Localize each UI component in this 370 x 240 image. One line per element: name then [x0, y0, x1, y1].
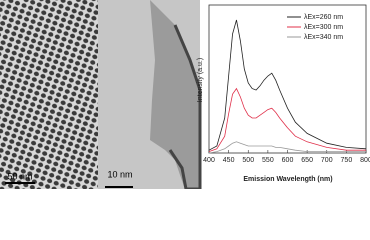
x-tick-label: 500 — [242, 157, 254, 164]
x-axis-label: Emission Wavelength (nm) — [243, 176, 332, 183]
sem-image: 50 nm — [0, 0, 98, 189]
y-axis-label: Intensity (a.u.) — [197, 58, 204, 102]
line — [208, 87, 366, 152]
x-tick-label: 800 — [360, 157, 370, 164]
x-tick-label: 750 — [341, 157, 353, 164]
line — [208, 19, 367, 151]
x-tick-label: 650 — [301, 157, 313, 164]
scale-label: 50 nm — [7, 171, 32, 181]
x-tick-label: 400 — [203, 157, 215, 164]
scale-label: 10 nm — [107, 169, 132, 179]
legend-label: λEx=300 nm — [304, 24, 343, 31]
x-tick-label: 600 — [282, 157, 294, 164]
tem-image: 10 nm — [98, 0, 202, 189]
x-tick-label: 700 — [321, 157, 333, 164]
figure: 50 nm 10 nm Intensity (a.u.) Emission Wa… — [0, 0, 370, 189]
page: 50 nm 10 nm Intensity (a.u.) Emission Wa… — [0, 0, 370, 189]
legend-label: λEx=340 nm — [304, 34, 343, 41]
line — [208, 141, 366, 154]
legend-label: λEx=260 nm — [304, 14, 343, 21]
x-tick-label: 450 — [223, 157, 235, 164]
x-tick-label: 550 — [262, 157, 274, 164]
